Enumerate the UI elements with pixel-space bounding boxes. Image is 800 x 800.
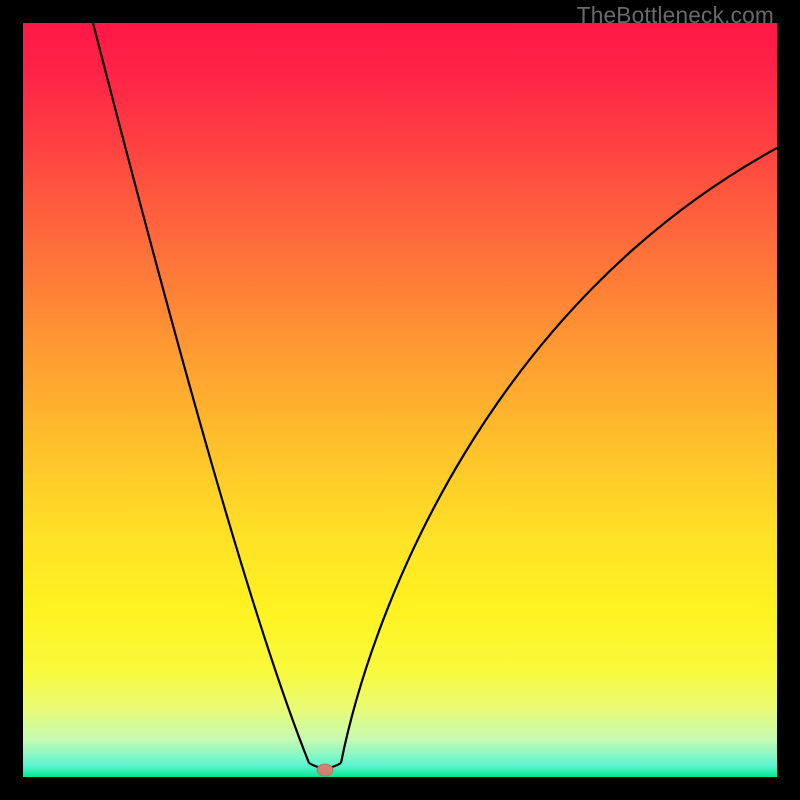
watermark-text: TheBottleneck.com bbox=[577, 2, 774, 29]
optimal-point-marker bbox=[317, 764, 333, 776]
plot-area bbox=[23, 23, 777, 777]
chart-frame: TheBottleneck.com bbox=[0, 0, 800, 800]
curve-left-branch bbox=[93, 23, 309, 763]
curve-right-branch bbox=[341, 148, 777, 763]
bottleneck-curve bbox=[23, 23, 777, 777]
